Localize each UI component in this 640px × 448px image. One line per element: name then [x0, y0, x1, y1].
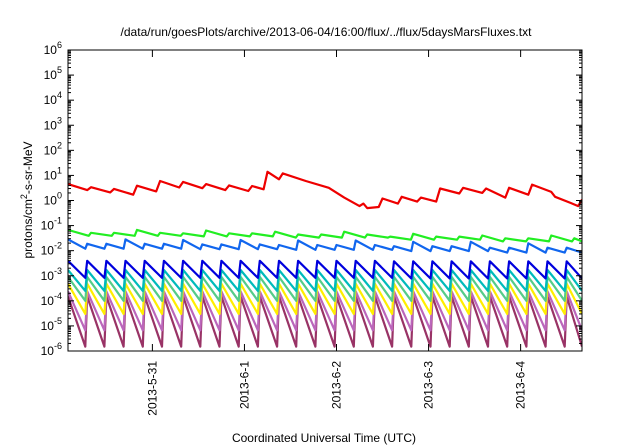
y-tick-label: 102 [44, 140, 62, 157]
series-line [68, 228, 582, 243]
x-tick-label: 2013-6-4 [514, 361, 528, 409]
series-line [68, 170, 582, 210]
y-tick-label: 103 [44, 115, 62, 132]
series-line [68, 295, 582, 348]
x-axis-label: Coordinated Universal Time (UTC) [232, 431, 416, 445]
y-tick-label: 10-1 [41, 216, 62, 233]
y-tick-label: 10-5 [41, 316, 62, 333]
y-tick-label: 10-2 [41, 241, 62, 258]
y-tick-label: 10-3 [41, 266, 62, 283]
series-line [68, 268, 582, 292]
y-tick-label: 10-4 [41, 291, 62, 308]
chart-title: /data/run/goesPlots/archive/2013-06-04/1… [121, 25, 533, 39]
x-tick-label: 2013-6-2 [330, 361, 344, 409]
y-tick-label: 101 [44, 165, 62, 182]
data-layer [68, 170, 582, 348]
series-line [68, 238, 582, 254]
y-axis-label: protons/cm2-s-sr-MeV [19, 141, 35, 258]
y-tick-label: 100 [44, 191, 62, 208]
y-tick-label: 106 [44, 40, 62, 57]
x-tick-label: 2013-6-3 [422, 361, 436, 409]
y-tick-label: 10-6 [41, 341, 62, 358]
x-axis: 2013-5-31 2013-6-1 2013-6-2 2013-6-3 2013-6-… [145, 50, 528, 416]
y-tick-label: 105 [44, 65, 62, 82]
x-tick-label: 2013-5-31 [145, 361, 159, 416]
series-line [68, 282, 582, 315]
series-line [68, 259, 582, 280]
y-tick-label: 104 [44, 90, 62, 107]
series-line [68, 275, 582, 302]
series-line [68, 290, 582, 332]
x-tick-label: 2013-6-1 [237, 361, 251, 409]
